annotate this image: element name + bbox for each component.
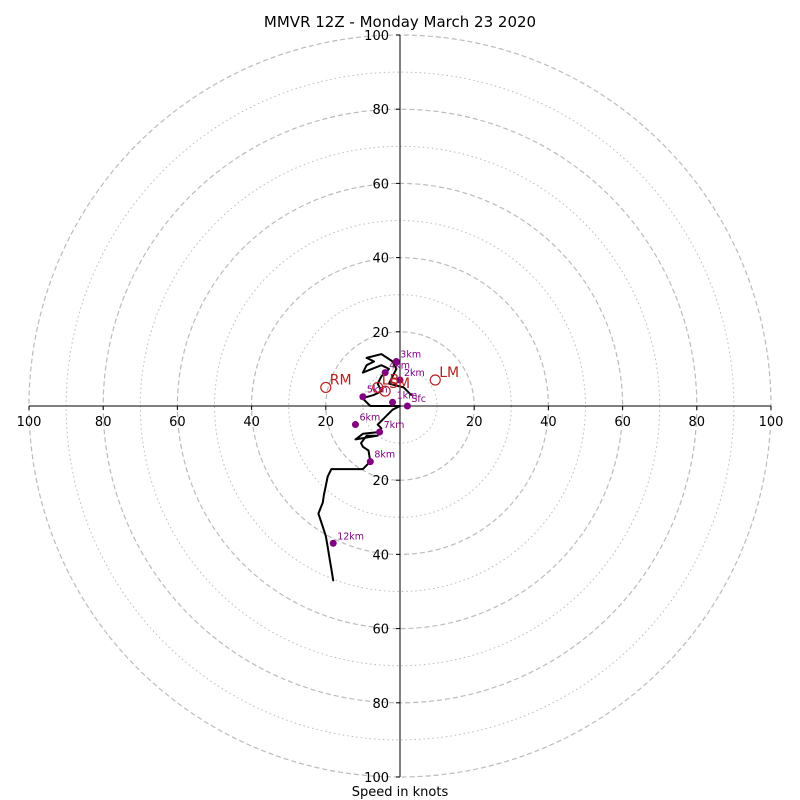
y-tick-label: 80 — [372, 697, 389, 712]
x-tick-label: 40 — [540, 415, 557, 430]
y-tick-label: 100 — [364, 771, 389, 786]
storm-motion-label: LM — [439, 365, 459, 381]
height-label: 8km — [374, 450, 395, 461]
x-tick-label: 40 — [243, 415, 260, 430]
wind-trace — [317, 353, 413, 582]
height-marker — [366, 458, 374, 466]
storm-motion-label: LB — [382, 372, 399, 388]
wind-trace-line — [317, 353, 413, 582]
x-axis-label: Speed in knots — [352, 785, 449, 800]
y-tick-label: 40 — [372, 252, 389, 267]
height-marker — [329, 539, 337, 547]
height-label: 12km — [337, 531, 364, 542]
height-marker — [381, 369, 389, 377]
height-marker — [403, 402, 411, 410]
x-tick-label: 100 — [759, 415, 784, 430]
x-tick-label: 20 — [466, 415, 483, 430]
y-tick-label: 60 — [372, 623, 389, 638]
height-marker — [396, 376, 404, 384]
chart-title: MMVR 12Z - Monday March 23 2020 — [264, 13, 536, 31]
height-label: 2km — [404, 368, 425, 379]
storm-motion-marker — [429, 374, 441, 386]
x-tick-label: 60 — [614, 415, 631, 430]
x-tick-label: 20 — [318, 415, 335, 430]
height-label: Sfc — [411, 394, 426, 405]
height-label: 5km — [367, 385, 388, 396]
height-marker — [389, 398, 397, 406]
height-marker — [351, 421, 359, 429]
x-tick-label: 80 — [95, 415, 112, 430]
y-tick-label: 40 — [372, 548, 389, 563]
height-label: 4km — [389, 361, 410, 372]
y-tick-label: 20 — [372, 326, 389, 341]
storm-motion-label: RM — [330, 372, 352, 388]
height-label: 1km — [397, 390, 418, 401]
height-label: 7km — [384, 420, 405, 431]
height-marker — [376, 428, 384, 436]
y-tick-label: 100 — [364, 29, 389, 44]
x-tick-label: 80 — [689, 415, 706, 430]
height-marker — [359, 393, 367, 401]
axes: 100 100 100 100 80 80 80 80 60 60 60 60 40 40 40 40 20 20… — [17, 29, 784, 786]
x-tick-label: 100 — [17, 415, 42, 430]
height-marker — [392, 357, 400, 365]
x-tick-label: 60 — [169, 415, 186, 430]
storm-motion-label: SM — [389, 376, 410, 392]
y-tick-label: 60 — [372, 177, 389, 192]
storm-motion-marker — [320, 381, 332, 394]
storm-motion-marker — [379, 385, 391, 397]
height-label: 3km — [400, 349, 421, 360]
y-tick-label: 80 — [372, 103, 389, 118]
y-tick-label: 20 — [372, 474, 389, 489]
height-label: 6km — [359, 413, 380, 424]
